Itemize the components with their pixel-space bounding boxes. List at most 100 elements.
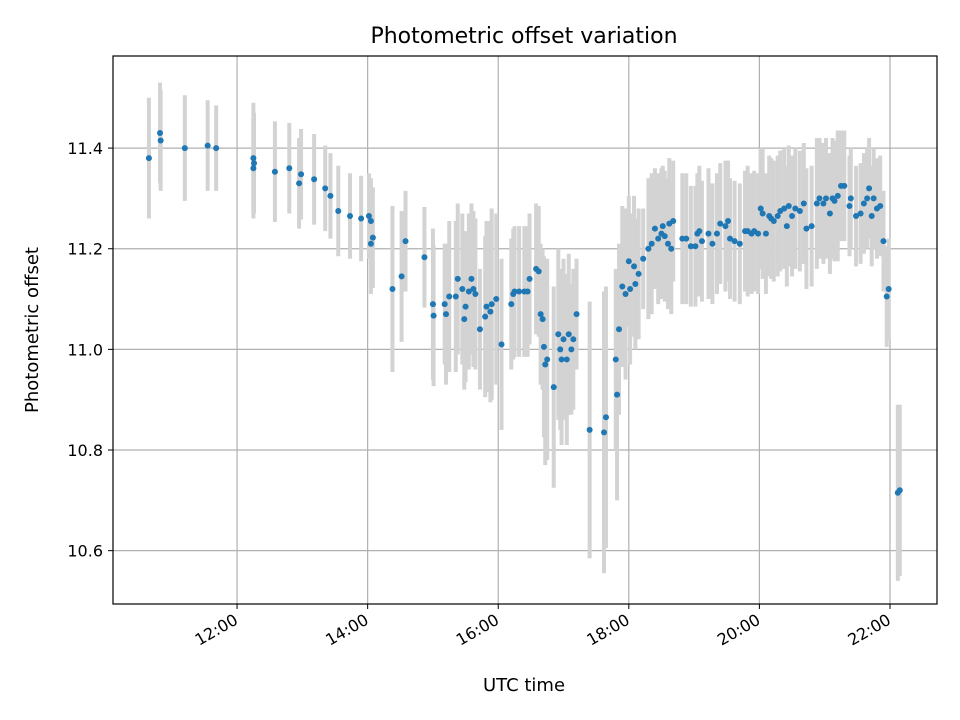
data-point [367, 240, 374, 247]
y-tick-label: 11.4 [67, 139, 103, 158]
data-point [731, 238, 738, 245]
data-point [860, 200, 867, 207]
x-tick-label: 20:00 [714, 610, 763, 650]
data-point [762, 230, 769, 237]
y-tick-label: 10.6 [67, 542, 103, 561]
data-point [800, 200, 807, 207]
data-point [783, 223, 790, 230]
data-point [468, 275, 475, 282]
data-point [365, 213, 372, 220]
data-point [498, 341, 505, 348]
data-point [540, 343, 547, 350]
data-point [442, 311, 449, 318]
data-point [250, 155, 257, 162]
data-point [880, 238, 887, 245]
y-tick-label: 11.0 [67, 340, 103, 359]
data-point [796, 207, 803, 214]
data-point [635, 270, 642, 277]
data-point [868, 213, 875, 220]
data-point [659, 223, 666, 230]
data-point [725, 218, 732, 225]
data-point [250, 165, 257, 172]
data-point [853, 213, 860, 220]
data-point [421, 254, 428, 261]
data-point [441, 301, 448, 308]
error-bars [146, 82, 902, 581]
data-point [846, 202, 853, 209]
data-point [614, 391, 621, 398]
x-axis-label: UTC time [483, 675, 565, 696]
data-point [483, 303, 490, 310]
y-axis-ticks: 10.6 10.8 11.0 11.2 11.4 [67, 139, 113, 561]
data-point [430, 312, 437, 319]
data-point [632, 280, 639, 287]
x-tick-label: 16:00 [453, 610, 502, 650]
data-point [601, 429, 608, 436]
data-point [369, 234, 376, 241]
data-point [563, 356, 570, 363]
data-point [755, 230, 762, 237]
x-tick-label: 18:00 [583, 610, 632, 650]
data-point [655, 235, 662, 242]
data-point [687, 243, 694, 250]
data-point [885, 285, 892, 292]
data-point [866, 185, 873, 192]
data-point [251, 160, 258, 167]
data-point [511, 288, 518, 295]
data-point [705, 230, 712, 237]
data-point [347, 213, 354, 220]
data-points [145, 129, 903, 496]
data-point [367, 218, 374, 225]
data-point [877, 202, 884, 209]
data-point [813, 200, 820, 207]
data-point [470, 285, 477, 292]
data-point [664, 240, 671, 247]
data-point [508, 301, 515, 308]
data-point [565, 331, 572, 338]
data-point [535, 268, 542, 275]
data-point [389, 285, 396, 292]
data-point [683, 235, 690, 242]
data-point [454, 275, 461, 282]
data-point [736, 240, 743, 247]
data-point [722, 223, 729, 230]
data-point [181, 145, 188, 152]
data-point [774, 213, 781, 220]
x-tick-label: 22:00 [845, 610, 894, 650]
data-point [816, 195, 823, 202]
data-point [668, 245, 675, 252]
data-point [157, 129, 164, 136]
x-axis-ticks: 12:00 14:00 16:00 18:00 20:00 22:00 [192, 604, 894, 650]
data-point [896, 487, 903, 494]
data-point [557, 346, 564, 353]
data-point [692, 243, 699, 250]
data-point [808, 223, 815, 230]
data-point [627, 285, 634, 292]
data-point [544, 356, 551, 363]
data-point [709, 240, 716, 247]
data-point [550, 384, 557, 391]
data-point [651, 225, 658, 232]
data-point [402, 238, 409, 245]
data-point [823, 195, 830, 202]
data-point [213, 145, 220, 152]
data-point [670, 218, 677, 225]
data-point [631, 263, 638, 270]
data-point [472, 291, 479, 298]
data-point [789, 213, 796, 220]
data-point [452, 293, 459, 300]
data-point [573, 311, 580, 318]
data-point [493, 296, 500, 303]
data-point [661, 233, 668, 240]
data-point [883, 293, 890, 300]
data-point [296, 180, 303, 187]
data-point [482, 313, 489, 320]
data-point [459, 285, 466, 292]
data-point [476, 326, 483, 333]
x-tick-label: 14:00 [322, 610, 371, 650]
data-point [488, 301, 495, 308]
data-point [612, 356, 619, 363]
data-point [322, 185, 329, 192]
data-point [327, 192, 334, 199]
